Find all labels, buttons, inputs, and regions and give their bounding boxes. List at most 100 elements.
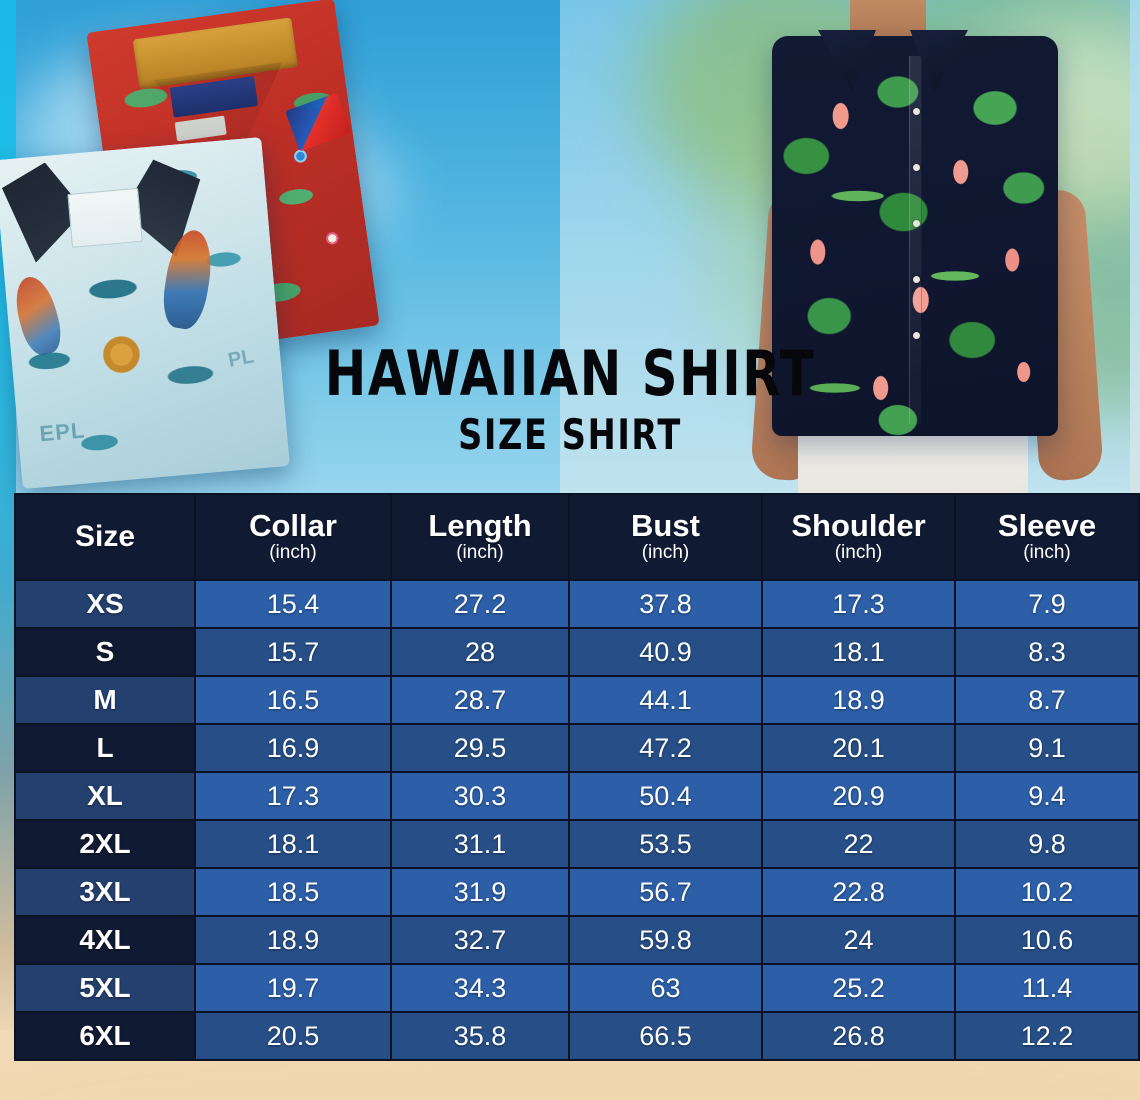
cell-size: M bbox=[16, 677, 194, 723]
cell-bust: 44.1 bbox=[570, 677, 761, 723]
cell-collar: 16.5 bbox=[196, 677, 390, 723]
cell-sleeve: 11.4 bbox=[956, 965, 1138, 1011]
cell-length: 28 bbox=[392, 629, 568, 675]
column-header-shoulder-unit: (inch) bbox=[834, 542, 883, 564]
table-row: L 16.9 29.5 47.2 20.1 9.1 bbox=[16, 725, 1138, 771]
table-header-row: Size Collar (inch) Length (inch) Bust (i… bbox=[16, 495, 1138, 579]
cell-length: 29.5 bbox=[392, 725, 568, 771]
cell-shoulder: 20.9 bbox=[763, 773, 954, 819]
table-row: M 16.5 28.7 44.1 18.9 8.7 bbox=[16, 677, 1138, 723]
cell-size: 4XL bbox=[16, 917, 194, 963]
cell-size: S bbox=[16, 629, 194, 675]
column-header-sleeve-label: Sleeve bbox=[997, 507, 1097, 543]
shirt-chest-pocket bbox=[66, 187, 144, 249]
shirt-sleeve-logo bbox=[285, 92, 352, 152]
parrot-motif bbox=[8, 272, 66, 359]
table-row: 6XL 20.5 35.8 66.5 26.8 12.2 bbox=[16, 1013, 1138, 1059]
cell-shoulder: 26.8 bbox=[763, 1013, 954, 1059]
cell-sleeve: 8.3 bbox=[956, 629, 1138, 675]
cell-collar: 15.7 bbox=[196, 629, 390, 675]
cell-bust: 56.7 bbox=[570, 869, 761, 915]
cell-size: 2XL bbox=[16, 821, 194, 867]
cell-size: 6XL bbox=[16, 1013, 194, 1059]
column-header-bust: Bust (inch) bbox=[570, 495, 761, 579]
column-header-shoulder-label: Shoulder bbox=[791, 507, 926, 543]
shirt-print-wordmark: EPL bbox=[38, 417, 87, 447]
cell-size: XL bbox=[16, 773, 194, 819]
shirt-button bbox=[913, 164, 921, 171]
column-header-size: Size bbox=[16, 495, 194, 579]
cell-collar: 17.3 bbox=[196, 773, 390, 819]
table-row: 5XL 19.7 34.3 63 25.2 11.4 bbox=[16, 965, 1138, 1011]
cell-collar: 19.7 bbox=[196, 965, 390, 1011]
cell-collar: 18.5 bbox=[196, 869, 390, 915]
cell-length: 32.7 bbox=[392, 917, 568, 963]
table-body: XS 15.4 27.2 37.8 17.3 7.9 S 15.7 28 40.9 18.1 8.3 M… bbox=[16, 581, 1138, 1059]
blue-hawaiian-shirt-image: EPL PL bbox=[0, 136, 290, 490]
cell-bust: 40.9 bbox=[570, 629, 761, 675]
column-header-length-unit: (inch) bbox=[456, 542, 504, 564]
navy-flamingo-shirt-image bbox=[772, 36, 1058, 436]
column-header-length: Length (inch) bbox=[392, 495, 568, 579]
cell-collar: 16.9 bbox=[196, 725, 390, 771]
model-photo bbox=[740, 0, 1105, 510]
cell-length: 30.3 bbox=[392, 773, 568, 819]
cell-sleeve: 7.9 bbox=[956, 581, 1138, 627]
size-table-wrapper: Size Collar (inch) Length (inch) Bust (i… bbox=[14, 493, 1140, 1061]
shirt-button bbox=[913, 332, 921, 339]
cell-collar: 18.9 bbox=[196, 917, 390, 963]
cell-length: 35.8 bbox=[392, 1013, 568, 1059]
column-header-bust-label: Bust bbox=[631, 507, 700, 543]
cell-shoulder: 20.1 bbox=[763, 725, 954, 771]
table-row: 2XL 18.1 31.1 53.5 22 9.8 bbox=[16, 821, 1138, 867]
cell-shoulder: 22 bbox=[763, 821, 954, 867]
cell-length: 31.9 bbox=[392, 869, 568, 915]
shirt-button bbox=[913, 108, 921, 115]
column-header-sleeve: Sleeve (inch) bbox=[956, 495, 1138, 579]
cell-bust: 53.5 bbox=[570, 821, 761, 867]
cell-length: 34.3 bbox=[392, 965, 568, 1011]
column-header-bust-unit: (inch) bbox=[641, 542, 690, 564]
shirt-button bbox=[913, 276, 921, 283]
column-header-size-label: Size bbox=[74, 519, 136, 553]
cell-bust: 37.8 bbox=[570, 581, 761, 627]
column-header-shoulder: Shoulder (inch) bbox=[763, 495, 954, 579]
cell-bust: 50.4 bbox=[570, 773, 761, 819]
table-head: Size Collar (inch) Length (inch) Bust (i… bbox=[16, 495, 1138, 579]
cell-bust: 66.5 bbox=[570, 1013, 761, 1059]
cell-length: 27.2 bbox=[392, 581, 568, 627]
column-header-collar-label: Collar bbox=[249, 507, 337, 543]
cell-bust: 59.8 bbox=[570, 917, 761, 963]
cell-sleeve: 10.6 bbox=[956, 917, 1138, 963]
cell-size: L bbox=[16, 725, 194, 771]
size-chart-table: Size Collar (inch) Length (inch) Bust (i… bbox=[14, 493, 1140, 1061]
cell-sleeve: 10.2 bbox=[956, 869, 1138, 915]
cell-sleeve: 9.1 bbox=[956, 725, 1138, 771]
cell-shoulder: 18.1 bbox=[763, 629, 954, 675]
table-row: XS 15.4 27.2 37.8 17.3 7.9 bbox=[16, 581, 1138, 627]
cell-bust: 63 bbox=[570, 965, 761, 1011]
cell-sleeve: 9.4 bbox=[956, 773, 1138, 819]
table-row: 3XL 18.5 31.9 56.7 22.8 10.2 bbox=[16, 869, 1138, 915]
cell-length: 28.7 bbox=[392, 677, 568, 723]
cell-size: 3XL bbox=[16, 869, 194, 915]
cell-sleeve: 8.7 bbox=[956, 677, 1138, 723]
cell-shoulder: 25.2 bbox=[763, 965, 954, 1011]
column-header-sleeve-unit: (inch) bbox=[1023, 542, 1071, 564]
cell-sleeve: 9.8 bbox=[956, 821, 1138, 867]
shirt-button bbox=[913, 220, 921, 227]
cell-collar: 15.4 bbox=[196, 581, 390, 627]
shirt-button-placket bbox=[909, 56, 923, 424]
cell-shoulder: 22.8 bbox=[763, 869, 954, 915]
column-header-collar-unit: (inch) bbox=[269, 542, 317, 564]
folded-shirts-photo: EPL PL bbox=[0, 0, 400, 500]
table-row: S 15.7 28 40.9 18.1 8.3 bbox=[16, 629, 1138, 675]
cell-collar: 18.1 bbox=[196, 821, 390, 867]
cell-length: 31.1 bbox=[392, 821, 568, 867]
cell-bust: 47.2 bbox=[570, 725, 761, 771]
shirt-print-wordmark: PL bbox=[226, 345, 256, 372]
cell-sleeve: 12.2 bbox=[956, 1013, 1138, 1059]
table-row: 4XL 18.9 32.7 59.8 24 10.6 bbox=[16, 917, 1138, 963]
column-header-collar: Collar (inch) bbox=[196, 495, 390, 579]
